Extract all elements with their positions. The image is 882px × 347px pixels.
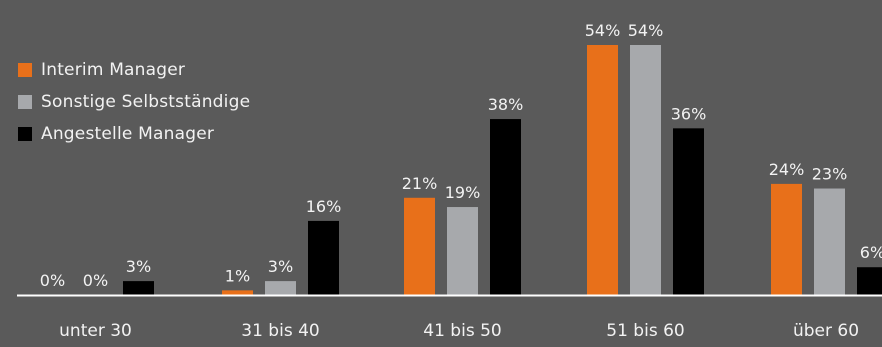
data-label-angestelle-manager-unter-30: 3% [126,257,151,276]
x-tick-label-31-bis-40: 31 bis 40 [241,321,319,341]
legend-label-angestelle-manager: Angestelle Manager [41,124,215,144]
bar-sonstige-selbstst-ndige-31-bis-40 [265,281,296,295]
x-tick-label-ber-60: über 60 [793,321,859,341]
bar-angestelle-manager-51-bis-60 [673,128,704,295]
data-label-interim-manager-31-bis-40: 1% [225,266,250,285]
data-label-angestelle-manager-51-bis-60: 36% [671,104,707,123]
bar-angestelle-manager-ber-60 [857,267,882,295]
bar-interim-manager-ber-60 [771,183,802,295]
legend-item-angestelle-manager: Angestelle Manager [18,118,250,150]
bar-sonstige-selbstst-ndige-41-bis-50 [447,207,478,295]
data-label-interim-manager-ber-60: 24% [769,160,805,179]
data-label-angestelle-manager-41-bis-50: 38% [488,95,524,114]
legend-item-interim-manager: Interim Manager [18,54,250,86]
data-label-interim-manager-51-bis-60: 54% [585,21,621,40]
data-label-angestelle-manager-31-bis-40: 16% [306,197,342,216]
bar-angestelle-manager-31-bis-40 [308,220,339,295]
bar-angestelle-manager-41-bis-50 [490,119,521,296]
bar-sonstige-selbstst-ndige-51-bis-60 [630,45,661,295]
legend-label-sonstige-selbststaendige: Sonstige Selbstständige [41,92,251,112]
x-tick-label-51-bis-60: 51 bis 60 [606,321,684,341]
data-label-sonstige-selbstst-ndige-unter-30: 0% [83,271,108,290]
x-tick-label-unter-30: unter 30 [59,321,132,341]
bar-sonstige-selbstst-ndige-ber-60 [814,188,845,295]
data-label-sonstige-selbstst-ndige-ber-60: 23% [812,165,848,184]
bar-angestelle-manager-unter-30 [123,281,154,295]
legend-swatch-sonstige-selbststaendige [18,95,32,109]
data-label-sonstige-selbstst-ndige-41-bis-50: 19% [445,183,481,202]
legend-label-interim-manager: Interim Manager [41,60,186,80]
data-label-sonstige-selbstst-ndige-31-bis-40: 3% [268,257,293,276]
data-label-sonstige-selbstst-ndige-51-bis-60: 54% [628,21,664,40]
legend-swatch-interim-manager [18,63,32,77]
x-tick-label-41-bis-50: 41 bis 50 [423,321,501,341]
legend: Interim Manager Sonstige Selbstständige … [18,54,250,150]
bar-interim-manager-31-bis-40 [222,290,253,295]
data-label-interim-manager-unter-30: 0% [40,271,65,290]
data-label-angestelle-manager-ber-60: 6% [860,243,882,262]
legend-swatch-angestelle-manager [18,127,32,141]
data-label-interim-manager-41-bis-50: 21% [402,174,438,193]
legend-item-sonstige-selbststaendige: Sonstige Selbstständige [18,86,250,118]
bar-interim-manager-41-bis-50 [404,197,435,295]
bar-interim-manager-51-bis-60 [587,45,618,295]
